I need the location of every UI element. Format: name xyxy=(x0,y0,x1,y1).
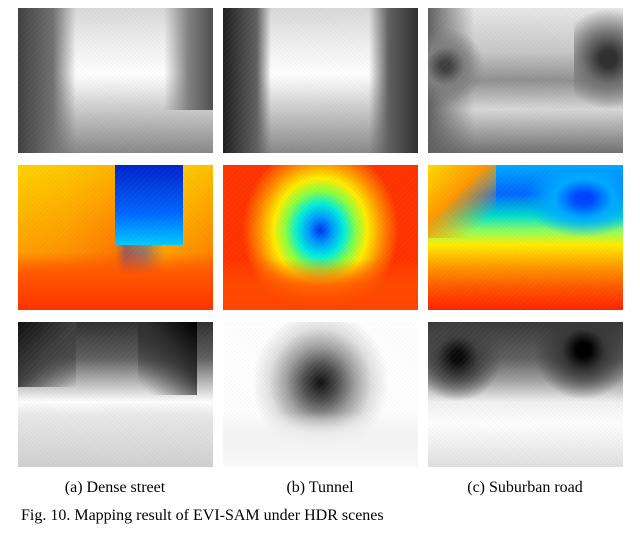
panel-r1-b-grayscale-photo xyxy=(223,8,418,153)
panel-r1-c-grayscale-photo xyxy=(428,8,623,153)
panel-r3-b-grayscale-depth xyxy=(223,322,418,467)
panel-r2-c-depth-colormap xyxy=(428,165,623,310)
panel-r2-b-depth-colormap xyxy=(223,165,418,310)
column-label-c: (c) Suburban road xyxy=(428,479,623,497)
column-labels-row: (a) Dense street (b) Tunnel (c) Suburban… xyxy=(18,479,623,497)
column-label-a: (a) Dense street xyxy=(18,479,213,497)
panel-r3-c-grayscale-depth xyxy=(428,322,623,467)
panel-r2-a-depth-colormap xyxy=(18,165,213,310)
figure-grid xyxy=(18,8,623,467)
figure-caption: Fig. 10. Mapping result of EVI-SAM under… xyxy=(15,507,625,525)
column-label-b: (b) Tunnel xyxy=(223,479,418,497)
panel-r3-a-grayscale-depth xyxy=(18,322,213,467)
panel-r1-a-grayscale-photo xyxy=(18,8,213,153)
